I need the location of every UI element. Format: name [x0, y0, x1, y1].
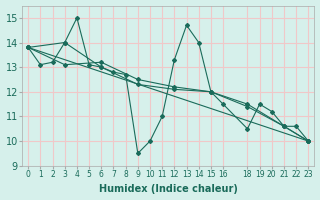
- X-axis label: Humidex (Indice chaleur): Humidex (Indice chaleur): [99, 184, 238, 194]
